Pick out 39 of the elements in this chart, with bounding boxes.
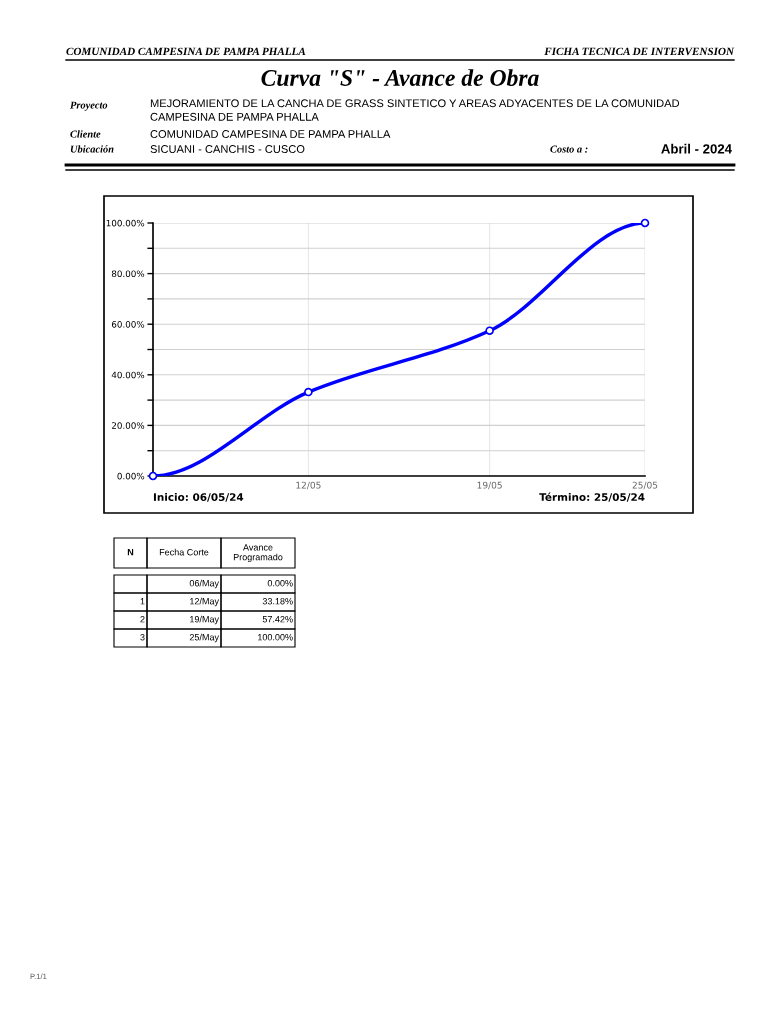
text: Ubicación [70,145,114,153]
text: Abril - 2024 [661,143,732,154]
text: 3 [140,634,145,641]
x-tick-label: 25/05 [632,481,658,490]
y-tick-label: 80.00% [111,270,145,278]
text: SICUANI - CANCHIS - CUSCO [150,145,305,153]
text: 12/May [190,597,219,607]
y-tick-label: 20.00% [111,422,145,429]
text: 2 [140,616,145,623]
y-tick-label: 100.00% [106,219,145,227]
point [304,387,313,397]
text: 06/May [189,579,219,589]
text: Fecha Corte [159,548,209,556]
text: Inicio: 06/05/24 [153,492,244,502]
text: N [127,549,134,556]
text: Costo a : [550,145,588,153]
point [640,218,650,228]
text: MEJORAMIENTO DE LA CANCHA DE GRASS SINTETICO Y AREAS ADYACENTES DE LA COMUNIDAD CAMPESINA DE PAMPA PHALLA [150,99,680,121]
text: 33.18% [262,598,293,605]
y-tick-label: 40.00% [111,371,145,379]
text: FICHA TECNICA DE INTERVENSION [544,47,735,56]
x-tick-label: 19/05 [477,481,502,490]
text: Proyecto [70,101,108,111]
text: 0.00% [267,580,293,587]
y-tick-label: 60.00% [111,321,145,328]
text: 19/May [190,615,219,625]
y-tick-label: 0.00% [117,472,145,480]
point [485,326,494,336]
text: 57.42% [262,616,293,623]
text: 25/May [189,633,219,643]
text: Término: 25/05/24 [539,492,645,502]
text: 1 [140,598,145,605]
x-tick-label: 12/05 [296,481,321,490]
text: COMUNIDAD CAMPESINA DE PAMPA PHALLA [66,47,306,56]
text: COMUNIDAD CAMPESINA DE PAMPA PHALLA [150,130,391,138]
chart-title: Curva "S" - Avance de Obra [261,69,539,86]
text: Cliente [70,130,101,138]
text: 100.00% [258,634,293,641]
text: Avance Programado [233,544,283,563]
